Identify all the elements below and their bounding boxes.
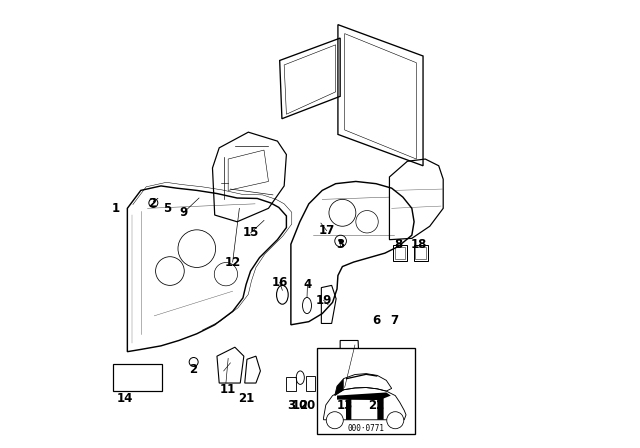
Text: 17: 17 [319,224,335,237]
Polygon shape [337,392,391,400]
Text: 6: 6 [372,314,380,327]
Text: 19: 19 [316,293,332,307]
Polygon shape [378,398,383,420]
Bar [287,377,296,391]
Text: 3: 3 [287,399,295,412]
Bar [371,373,385,392]
Text: 14: 14 [117,392,133,405]
Bar [395,247,405,259]
Text: 7: 7 [390,314,398,327]
Bar [373,375,383,390]
Text: 12: 12 [225,255,241,269]
Text: 10: 10 [292,399,308,412]
Text: 8: 8 [394,237,403,251]
Bar [414,245,428,261]
Circle shape [326,412,343,429]
Text: 16: 16 [271,276,288,289]
Polygon shape [346,399,351,420]
Text: 22: 22 [368,399,384,412]
Bar [415,247,426,259]
Text: 9: 9 [179,206,188,220]
Text: 21: 21 [238,392,254,405]
Bar [306,376,315,391]
Text: 5: 5 [163,202,171,215]
Text: 000·0771: 000·0771 [348,424,385,433]
Text: 20: 20 [300,399,316,412]
Text: 3: 3 [336,237,344,251]
Bar [394,245,407,261]
Text: 2: 2 [148,197,156,211]
Text: 4: 4 [303,278,312,291]
Text: 1: 1 [112,202,120,215]
Circle shape [339,240,342,242]
Text: 15: 15 [243,226,259,240]
Text: 18: 18 [410,237,427,251]
Polygon shape [346,374,378,379]
Circle shape [387,412,404,429]
Text: 11: 11 [220,383,236,396]
Text: 2: 2 [189,363,198,376]
Text: 13: 13 [337,399,353,412]
Polygon shape [335,379,344,396]
Bar [317,348,415,434]
